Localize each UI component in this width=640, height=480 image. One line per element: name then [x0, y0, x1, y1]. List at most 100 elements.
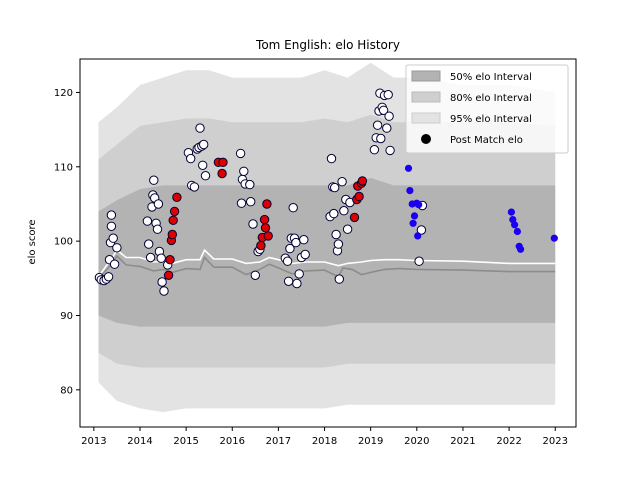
post-match-point [369, 145, 380, 155]
post-match-point-red [163, 270, 174, 280]
post-match-point [108, 233, 118, 243]
axes: 2013 2014 2015 2016 2017 2018 2019 2020 2021 2022… [54, 58, 577, 447]
post-match-point-red [167, 229, 178, 240]
post-match-point [159, 286, 169, 296]
post-match-point [337, 177, 347, 187]
plot-frame [79, 58, 577, 428]
post-match-point [145, 252, 156, 263]
legend-swatch-80 [411, 91, 441, 103]
post-match-point [186, 153, 196, 164]
chart-title: Tom English: elo History [255, 38, 400, 52]
post-match-point-red [262, 199, 272, 209]
post-match-point-red [168, 215, 178, 226]
post-match-point [283, 276, 294, 286]
legend-label-50: 50% elo Interval [450, 72, 532, 83]
x-tick-label: 2023 [543, 436, 568, 447]
post-match-point [195, 123, 205, 133]
post-match-point-red [357, 176, 368, 186]
post-match-point [109, 259, 120, 269]
post-match-point [236, 198, 247, 208]
post-match-point-blue [516, 245, 525, 253]
post-match-point-red [354, 191, 364, 202]
post-match-point [291, 237, 301, 248]
x-tick-label: 2022 [496, 436, 521, 447]
post-match-point [245, 179, 255, 190]
post-match-point-blue [550, 234, 558, 242]
post-match-point [152, 224, 163, 234]
post-match-point [294, 269, 304, 279]
y-axis-label: elo score [27, 219, 38, 264]
legend-label-95: 95% elo Interval [450, 114, 532, 125]
post-match-point [333, 239, 344, 249]
legend-label-post-match: Post Match elo [450, 135, 523, 146]
x-tick-label: 2021 [450, 436, 475, 447]
post-match-point [142, 216, 153, 226]
post-match-point-blue [507, 208, 516, 216]
post-match-point-blue [513, 227, 522, 236]
y-tick-label: 110 [54, 162, 73, 173]
x-tick-label: 2015 [173, 436, 198, 447]
median-elo-line [97, 254, 556, 279]
x-tick-label: 2013 [81, 436, 106, 447]
y-tick-label: 100 [54, 237, 73, 248]
x-tick-label: 2017 [266, 436, 291, 447]
x-tick-label: 2019 [358, 436, 383, 447]
post-match-point [246, 197, 256, 207]
post-match-point-red [256, 240, 266, 251]
post-match-point [376, 133, 386, 144]
y-tick-label: 90 [60, 311, 73, 322]
post-match-point [329, 208, 339, 219]
post-match-point [239, 166, 249, 177]
post-match-point-blue [409, 219, 417, 227]
x-tick-label: 2014 [127, 436, 152, 447]
post-match-point [330, 182, 340, 193]
legend: 50% elo Interval 80% elo Interval 95% el… [405, 64, 569, 154]
post-match-point [378, 105, 389, 116]
post-match-point [149, 175, 159, 185]
post-match-point [383, 90, 393, 100]
post-match-point-red [217, 168, 227, 179]
legend-marker-point [421, 134, 431, 144]
post-match-point [250, 270, 261, 280]
post-match-point [292, 278, 302, 289]
post-match-point-blue [510, 221, 519, 229]
post-match-point-red [259, 214, 270, 225]
x-tick-label: 2020 [404, 436, 429, 447]
trend-lines [97, 248, 556, 279]
x-tick-label: 2016 [220, 436, 245, 447]
post-match-point [156, 253, 166, 263]
post-match-point-red [218, 157, 228, 168]
post-match-point [385, 145, 395, 156]
post-match-point [342, 224, 353, 234]
post-match-point-blue [414, 232, 422, 240]
post-match-point [331, 229, 341, 240]
post-match-point [326, 153, 337, 164]
post-match-point [200, 171, 211, 181]
post-match-point [198, 160, 208, 171]
post-match-point-blue [410, 212, 419, 220]
post-match-point-red [349, 212, 360, 223]
legend-frame [405, 64, 569, 154]
post-match-point-red [260, 223, 271, 233]
legend-label-80: 80% elo Interval [450, 93, 532, 104]
post-match-point [106, 221, 117, 232]
post-match-point-blue [404, 164, 413, 172]
band-50 [98, 177, 556, 327]
post-match-point [106, 210, 117, 220]
post-match-point [414, 256, 424, 266]
post-match-point [189, 182, 200, 192]
post-match-point [299, 235, 309, 245]
x-tick-label: 2018 [312, 436, 337, 447]
post-match-point [384, 111, 394, 121]
legend-swatch-95 [411, 112, 441, 124]
post-match-point [157, 277, 167, 287]
post-match-point-red [263, 231, 273, 241]
post-match-point [416, 225, 427, 235]
post-match-point [199, 139, 209, 150]
post-match-point [288, 203, 298, 213]
post-match-point [144, 239, 154, 249]
post-match-point [334, 274, 344, 284]
post-match-point-red [165, 255, 175, 265]
post-match-point-red [169, 206, 180, 217]
